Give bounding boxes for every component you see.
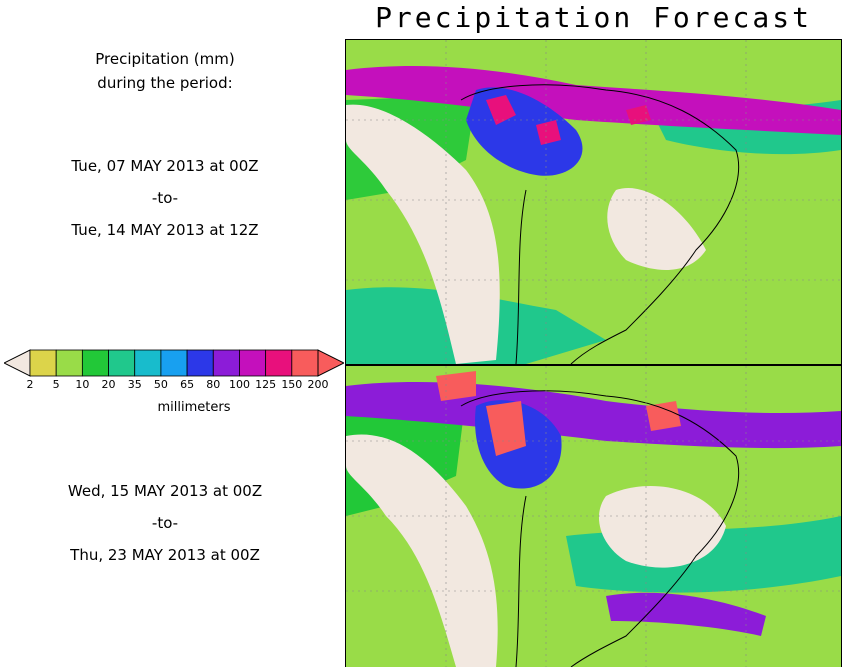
period-1-end: Tue, 14 MAY 2013 at 12Z: [71, 221, 259, 239]
color-scale-tick-label: 20: [101, 378, 116, 391]
map-1-heavy-cells: [486, 95, 651, 145]
map-2-dry-region-pacific: [346, 434, 498, 667]
map-2-heavy-cells: [436, 371, 681, 456]
color-scale-max-arrow: [317, 349, 346, 377]
color-scale-swatch: [81, 349, 109, 377]
color-scale-min-arrow: [2, 349, 31, 377]
color-scale-bar: [2, 349, 346, 377]
forecast-map-period-2: [345, 365, 842, 667]
color-scale-tick-label: 65: [180, 378, 195, 391]
period-2-end: Thu, 23 MAY 2013 at 00Z: [70, 546, 260, 564]
page-title: Precipitation Forecast: [375, 1, 812, 34]
period-1-separator: -to-: [151, 189, 179, 207]
period-1-start: Tue, 07 MAY 2013 at 00Z: [71, 157, 259, 175]
forecast-map-period-1: [345, 39, 842, 365]
map-2-dry-region-brazil: [598, 486, 726, 568]
period-1-label: Tue, 07 MAY 2013 at 00Z -to- Tue, 14 MAY…: [0, 150, 330, 246]
color-scale-swatch: [186, 349, 214, 377]
color-scale-swatch: [239, 349, 267, 377]
color-scale-swatch: [291, 349, 319, 377]
color-scale-swatch: [108, 349, 136, 377]
map-1-lat-lon-grid: [346, 40, 841, 364]
color-scale-swatch: [55, 349, 83, 377]
map-2-south-band: [606, 592, 766, 636]
color-scale-tick-label: 10: [75, 378, 90, 391]
color-scale-tick-label: 5: [52, 378, 60, 391]
period-2-start: Wed, 15 MAY 2013 at 00Z: [67, 482, 263, 500]
map-1-coastline: [460, 84, 740, 364]
period-2-label: Wed, 15 MAY 2013 at 00Z -to- Thu, 23 MAY…: [0, 475, 330, 571]
color-scale-tick-label: 200: [307, 378, 329, 391]
color-scale-tick-label: 50: [153, 378, 168, 391]
color-scale-legend: 2 5 10 20 35 50 65 80 100 125 150 200 millimeters: [2, 348, 346, 418]
color-scale-tick-label: 2: [26, 378, 34, 391]
color-scale-ticks: 2 5 10 20 35 50 65 80 100 125 150 200: [4, 378, 344, 392]
units-line-2: during the period:: [97, 74, 233, 92]
color-scale-swatch: [212, 349, 240, 377]
color-scale-tick-label: 150: [281, 378, 303, 391]
map-2-coastline: [460, 390, 740, 667]
color-scale-tick-label: 100: [228, 378, 250, 391]
color-scale-tick-label: 80: [206, 378, 221, 391]
color-scale-swatch: [265, 349, 293, 377]
color-scale-swatch: [134, 349, 162, 377]
units-line-1: Precipitation (mm): [95, 50, 235, 68]
color-scale-swatch: [160, 349, 188, 377]
color-scale-tick-label: 35: [127, 378, 142, 391]
units-label: Precipitation (mm) during the period:: [0, 47, 330, 95]
color-scale-swatch: [29, 349, 57, 377]
map-1-dry-region-pacific: [346, 104, 500, 364]
map-2-itcz-band: [346, 381, 841, 449]
color-scale-unit: millimeters: [157, 400, 231, 415]
period-2-separator: -to-: [151, 514, 179, 532]
map-1-dry-region-brazil: [607, 188, 706, 270]
map-1-itcz-band: [346, 65, 841, 135]
map-2-lat-lon-grid: [346, 366, 841, 667]
color-scale-tick-label: 125: [255, 378, 277, 391]
